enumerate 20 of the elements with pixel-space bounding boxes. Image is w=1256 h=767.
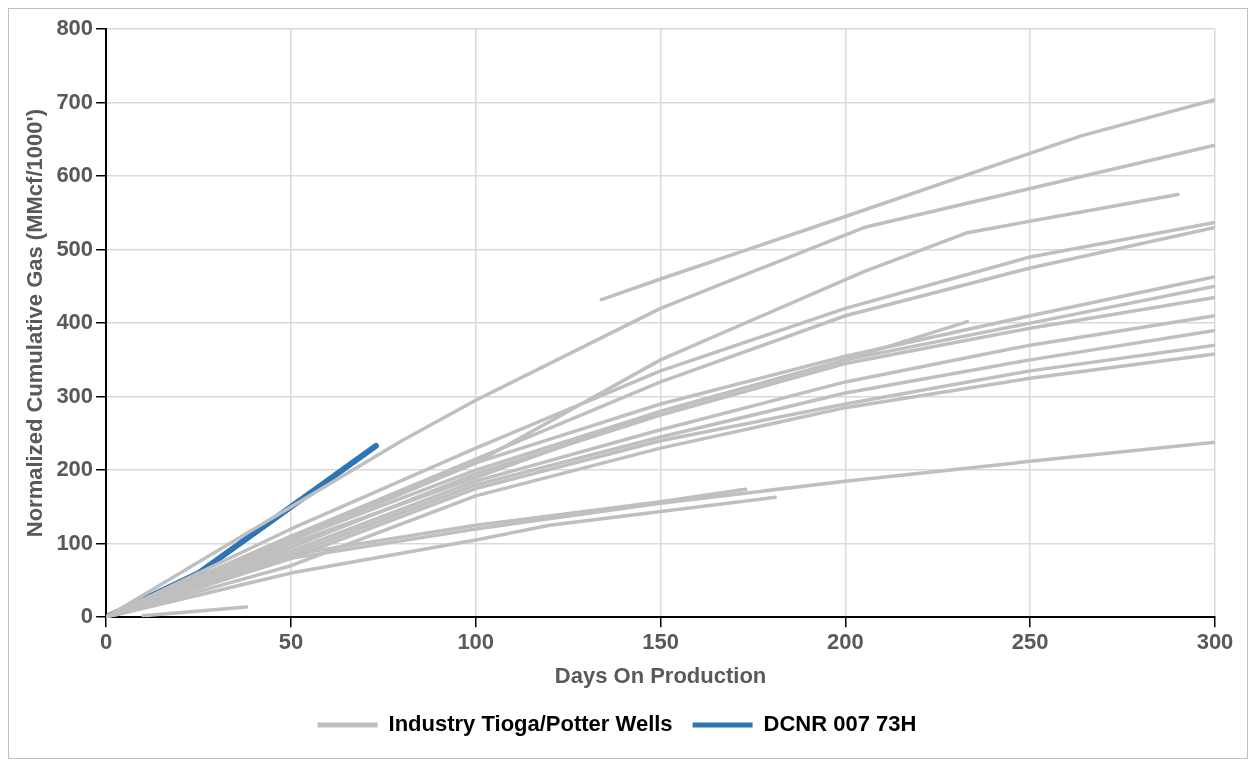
y-tick-label: 200 — [56, 456, 94, 482]
y-tick-label: 300 — [56, 382, 94, 408]
legend-label: DCNR 007 73H — [763, 711, 917, 737]
x-tick-label: 250 — [1011, 629, 1049, 655]
x-axis-title: Days On Production — [554, 662, 767, 688]
y-tick-label: 800 — [56, 15, 94, 41]
y-tick-label: 0 — [80, 603, 94, 629]
x-tick-label: 100 — [457, 629, 495, 655]
x-tick-label: 200 — [827, 629, 864, 655]
x-tick-label: 0 — [99, 629, 113, 655]
y-tick-label: 600 — [56, 162, 94, 188]
x-tick-label: 150 — [642, 629, 679, 655]
y-tick-label: 500 — [56, 235, 94, 261]
y-tick-label: 400 — [56, 309, 94, 335]
x-tick-label: 300 — [1196, 629, 1234, 655]
y-tick-label: 700 — [56, 88, 94, 114]
y-axis-title: Normalized Cumulative Gas (MMcf/1000') — [22, 108, 48, 538]
legend-label: Industry Tioga/Potter Wells — [388, 711, 673, 737]
x-tick-label: 50 — [278, 629, 304, 655]
y-tick-label: 100 — [56, 529, 94, 555]
